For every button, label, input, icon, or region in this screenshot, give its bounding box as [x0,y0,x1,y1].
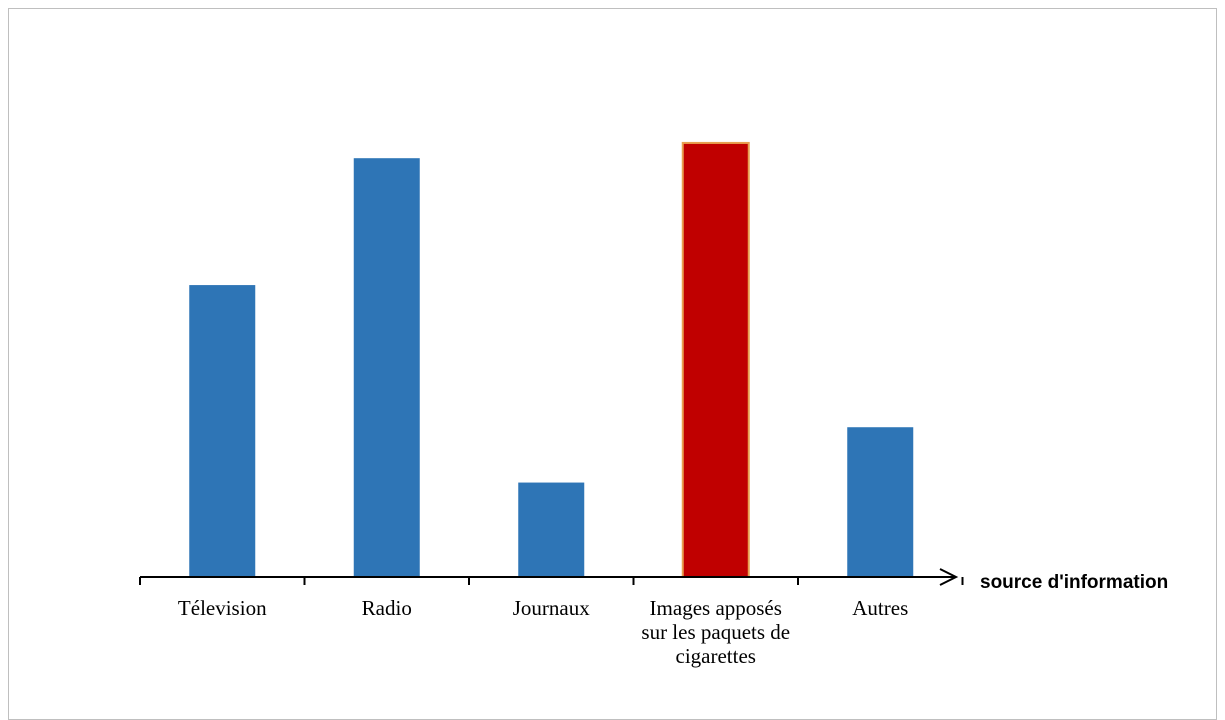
x-axis-arrow-icon [939,568,959,586]
category-label-2: Radio [361,596,412,620]
category-label-5: Autres [852,596,909,620]
category-label-4: Images apposés sur les paquets de cigare… [641,596,791,668]
bar-5 [847,427,914,577]
category-label-3: Journaux [512,596,590,620]
bar-2 [353,158,420,577]
x-axis-title: source d'information [980,572,1169,593]
x-axis [139,568,964,586]
bars-group [189,141,914,578]
category-label-1: Télevision [177,596,267,620]
bar-1 [189,285,256,577]
bar-3 [518,482,585,577]
x-axis-ticks [139,577,964,585]
bar-4 [681,141,750,578]
